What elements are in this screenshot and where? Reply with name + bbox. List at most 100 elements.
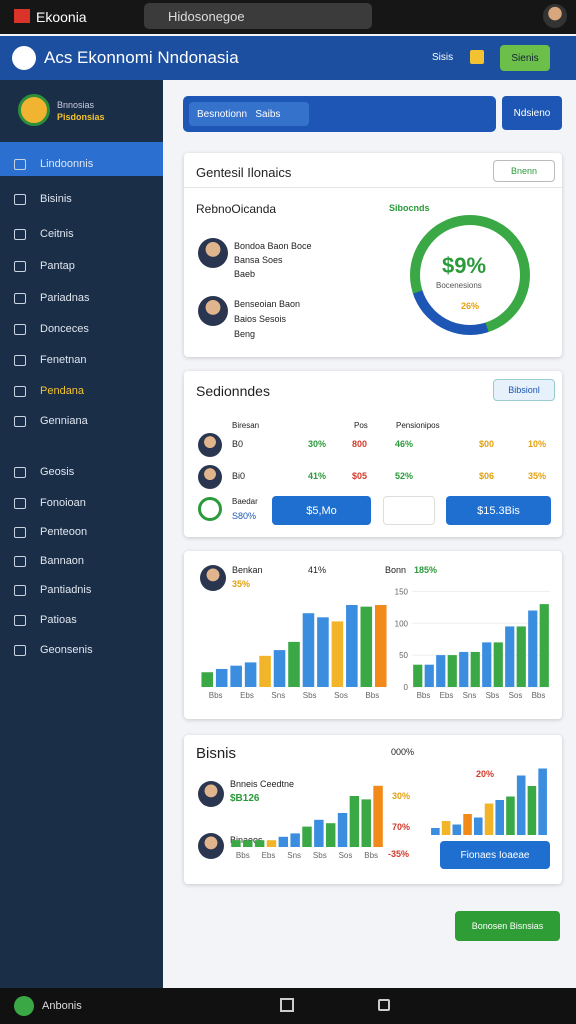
pct: 185% [414, 565, 438, 575]
card-title: Gentesil Ilonaics [196, 165, 292, 180]
menu-item[interactable]: Bisinis [14, 193, 72, 205]
bar [452, 824, 462, 835]
menu-icon [14, 385, 26, 397]
bar [413, 664, 423, 687]
menu-item[interactable]: Pantiadnis [14, 584, 91, 596]
toolbar-button[interactable]: Ndsieno [502, 96, 562, 130]
select-text: Besnotionn Saibs [189, 102, 309, 126]
menu-icon [14, 228, 26, 240]
menu-label: Fenetnan [40, 354, 87, 366]
bar [373, 785, 383, 847]
card: Sedionndes Bibsionl Biresan Pos Pensioni… [184, 371, 562, 537]
action-button[interactable]: $15.3Bis [446, 496, 551, 525]
menu-label: Penteoon [40, 526, 88, 538]
bar [482, 642, 492, 687]
card: Benkan 35% 41% Bonn 185% Bbs Ebs Sns Sbs Sos… [184, 551, 562, 719]
label: 70% [392, 822, 411, 832]
menu-label: Pantiadnis [40, 584, 92, 596]
menu-icon [14, 323, 26, 335]
active-item [0, 142, 163, 176]
footer-value: S80% [232, 511, 257, 521]
app-icon [14, 9, 30, 23]
x-tick-label: Sos [339, 851, 353, 860]
col-header: Pos [354, 421, 368, 430]
bar [317, 617, 329, 687]
menu-item[interactable]: Geosis [14, 466, 74, 478]
menu-icon [14, 354, 26, 366]
bar [349, 796, 360, 847]
card: Bisnis 000% Bnneis Ceedtne $B126 Binaeos… [184, 735, 562, 884]
menu-item[interactable]: Penteoon [14, 526, 87, 538]
avatar [200, 565, 226, 591]
bar-chart: Bbs Ebs Sns Sbs Sos Bbs [201, 605, 387, 700]
x-tick-label: Sbs [303, 691, 317, 700]
profile[interactable] [543, 4, 567, 28]
bar [441, 821, 451, 835]
donut-sub: 26% [461, 301, 480, 311]
card-button[interactable]: Bibsionl [493, 379, 555, 401]
recents-button[interactable] [378, 999, 390, 1011]
y-tick-label: 100 [395, 619, 409, 628]
search-text: Hidosonegoe [168, 9, 245, 24]
bar [539, 604, 549, 687]
menu-icon [14, 584, 26, 596]
bar [495, 800, 505, 835]
menu-label: Ceitnis [40, 228, 74, 240]
x-tick-label: Ebs [240, 691, 254, 700]
sidebar-logo [18, 94, 50, 126]
menu-icon [14, 555, 26, 567]
menu-item[interactable]: Fenetnan [14, 354, 86, 366]
bar [259, 655, 271, 687]
menu-item[interactable]: Lindoonnis [14, 158, 93, 170]
nav-bar: Anbonis [0, 988, 576, 1024]
menu-item[interactable]: Pantap [14, 260, 75, 272]
nav-label: Anbonis [42, 1000, 82, 1012]
person-detail: Bansa Soes [234, 255, 283, 265]
action-button[interactable]: Fionaes Ioaeae [440, 841, 550, 869]
card: Gentesil Ilonaics Bnenn RebnoOicanda Sib… [184, 153, 562, 357]
menu-item[interactable]: Bannaon [14, 555, 84, 567]
x-tick-label: Bbs [417, 691, 431, 700]
cell: $05 [352, 471, 368, 481]
menu-icon [14, 466, 26, 478]
bar [266, 840, 277, 847]
cell: 800 [352, 439, 368, 449]
bar [231, 840, 241, 847]
value: $B126 [230, 793, 260, 804]
menu-item[interactable]: Ceitnis [14, 228, 74, 240]
tag: Sibocnds [389, 203, 430, 213]
search-box[interactable] [144, 3, 372, 29]
action-button[interactable]: $5,Mo [272, 496, 371, 525]
bar [459, 651, 469, 687]
label: 20% [476, 769, 495, 779]
icon-button[interactable] [383, 496, 435, 525]
bar [516, 626, 526, 687]
menu-item[interactable]: Genniana [14, 415, 88, 427]
menu-icon [14, 644, 26, 656]
home-button[interactable] [280, 998, 294, 1012]
bar [273, 650, 286, 687]
x-tick-label: Sos [334, 691, 348, 700]
notice-icon[interactable] [470, 50, 484, 64]
card-button[interactable]: Bnenn [493, 160, 555, 182]
menu-item[interactable]: Pendana [14, 385, 84, 397]
x-tick-label: Bbs [532, 691, 546, 700]
menu-item[interactable]: Fonoioan [14, 497, 86, 509]
menu-item[interactable]: Pariadnas [14, 292, 90, 304]
x-tick-label: Sns [463, 691, 477, 700]
menu-icon [14, 260, 26, 272]
cell: B0 [232, 439, 244, 449]
menu-item[interactable]: Geonsenis [14, 644, 93, 656]
logo [12, 46, 36, 70]
bar-chart: 0 50 100 150 Bbs Ebs Sns Sbs Sos Bbs [395, 587, 550, 700]
user-button[interactable]: Sienis [500, 45, 550, 71]
cell: 52% [395, 471, 414, 481]
menu-icon [14, 614, 26, 626]
menu-item[interactable]: Patioas [14, 614, 77, 626]
card-title: Bisnis [196, 745, 237, 762]
menu-item[interactable]: Donceces [14, 323, 89, 335]
person-detail: Baeb [234, 269, 256, 279]
fab[interactable]: Bonosen Bisnsias [455, 911, 560, 941]
bar [447, 655, 457, 687]
name: Binaeos [230, 835, 263, 845]
